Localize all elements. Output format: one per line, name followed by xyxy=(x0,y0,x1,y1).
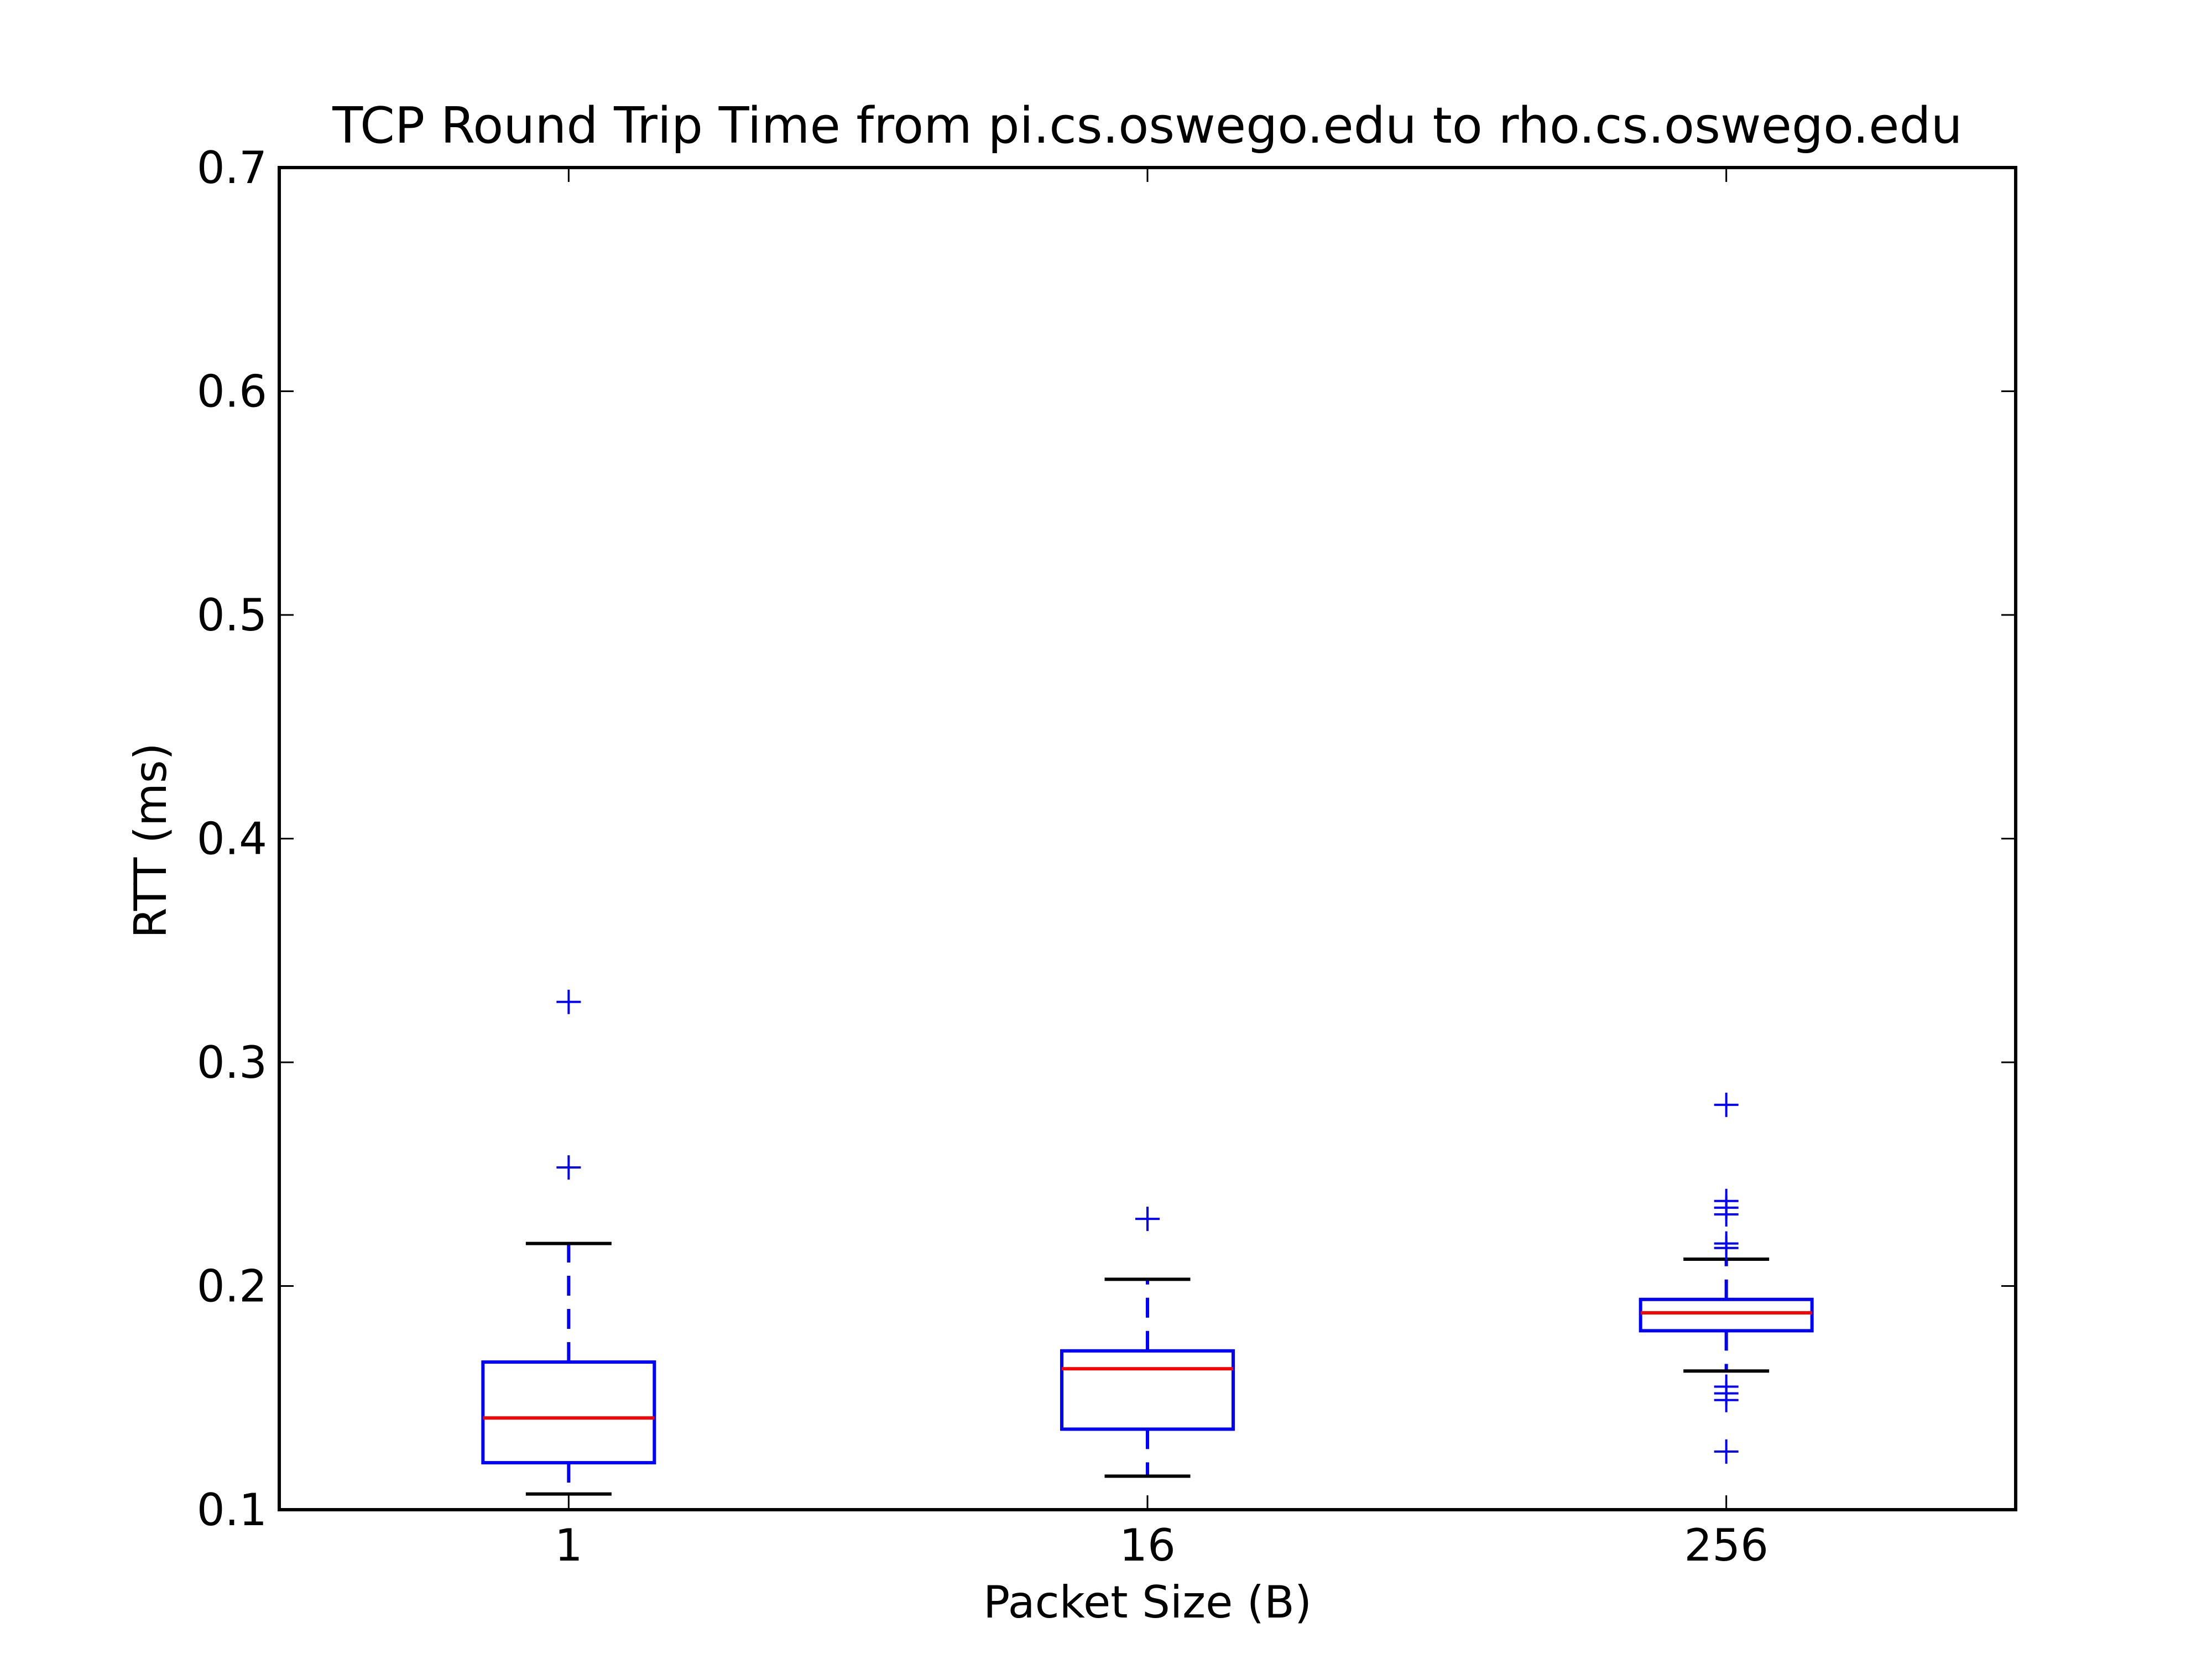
outlier-marker xyxy=(1714,1092,1739,1117)
y-tick-label: 0.1 xyxy=(197,1484,267,1536)
y-tick-label: 0.2 xyxy=(197,1261,267,1312)
y-axis-label: RTT (ms) xyxy=(125,743,176,938)
outlier-marker xyxy=(556,1155,581,1180)
chart-title: TCP Round Trip Time from pi.cs.oswego.ed… xyxy=(332,97,1962,155)
box-iqr xyxy=(481,1360,656,1465)
y-tick-label: 0.5 xyxy=(197,589,267,641)
x-tick-label: 256 xyxy=(1684,1520,1768,1571)
outlier-marker xyxy=(1714,1374,1739,1399)
plot-area: 0.1 0.2 0.3 0.4 0.5 0.6 0.7 1 16 256 xyxy=(197,142,2017,1571)
axes-frame xyxy=(278,166,2017,1511)
outlier-marker xyxy=(1135,1207,1160,1232)
box-iqr xyxy=(1060,1349,1235,1431)
y-tick-label: 0.7 xyxy=(197,142,267,194)
box-iqr xyxy=(1639,1297,1814,1333)
y-tick-label: 0.6 xyxy=(197,366,267,418)
outlier-marker xyxy=(1714,1188,1739,1213)
x-tick-label: 1 xyxy=(555,1520,583,1571)
x-tick-label: 16 xyxy=(1119,1520,1176,1571)
outlier-marker xyxy=(1714,1231,1739,1256)
y-tick-label: 0.4 xyxy=(197,813,267,865)
outlier-marker xyxy=(1714,1439,1739,1464)
y-tick-label: 0.3 xyxy=(197,1037,267,1088)
x-axis-label: Packet Size (B) xyxy=(983,1577,1312,1628)
outlier-marker xyxy=(556,989,581,1014)
